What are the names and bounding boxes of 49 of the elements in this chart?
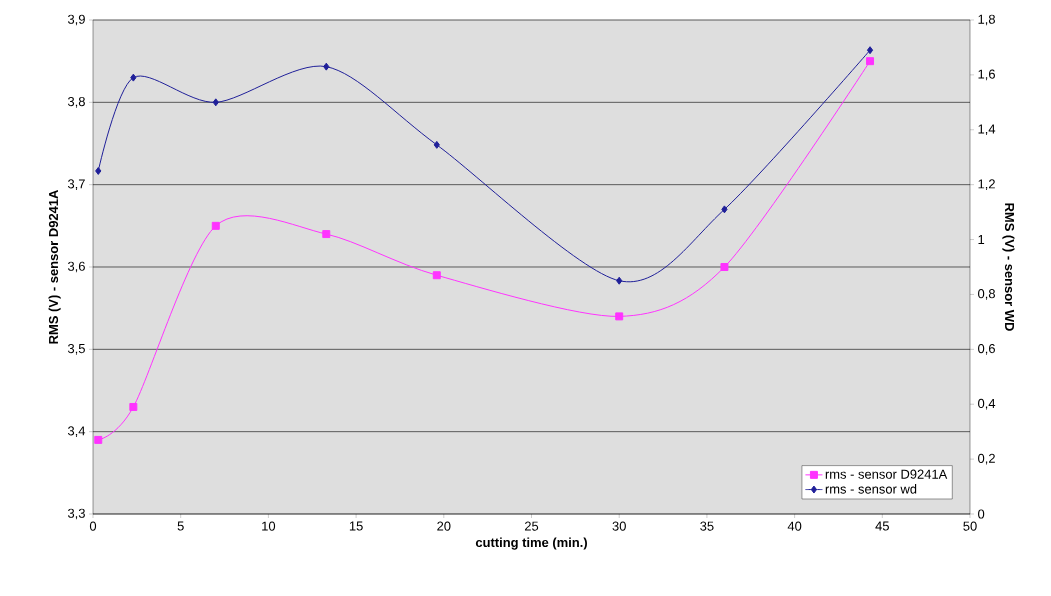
y2-tick-label: 0	[978, 509, 985, 519]
x-tick-label: 40	[787, 521, 802, 531]
x-tick-label: 0	[89, 521, 97, 531]
y2-tick-label: 0,2	[978, 453, 995, 465]
y-tick-label: 3,8	[67, 96, 85, 108]
y2-tick-label: 0,4	[978, 398, 996, 410]
y-tick-label: 3,6	[67, 261, 85, 273]
y-tick-label: 3,7	[67, 179, 85, 191]
point	[615, 312, 624, 321]
y2-tick-label: 1,4	[978, 124, 996, 136]
x-tick-label: 35	[700, 521, 714, 531]
y-axis-title: RMS (V) - sensor D9241A	[48, 189, 61, 344]
legend-label: rms - sensor D9241A	[825, 469, 948, 479]
x-tick-label: 5	[177, 521, 184, 531]
y-tick-label: 3,5	[67, 343, 85, 355]
point	[95, 166, 102, 175]
x-tick-label: 20	[437, 521, 451, 531]
point	[721, 205, 728, 214]
x-tick-label: 25	[524, 521, 539, 531]
y2-tick-label: 0,8	[978, 289, 995, 300]
x-tick-label: 45	[875, 521, 889, 531]
point	[212, 98, 219, 107]
point	[720, 263, 729, 271]
x-tick-label: 15	[349, 521, 363, 531]
y2-tick-label: 0,6	[978, 343, 995, 355]
x-tick-label: 50	[963, 521, 977, 531]
point	[130, 73, 137, 82]
point	[432, 271, 441, 280]
point	[129, 402, 138, 411]
x-tick-label: 30	[612, 521, 626, 531]
legend-label: rms - sensor wd	[825, 484, 917, 494]
point	[94, 435, 103, 444]
y-tick-label: 3,4	[67, 426, 86, 438]
point	[866, 46, 874, 55]
point	[866, 57, 875, 66]
y2-tick-label: 1	[978, 235, 985, 245]
x-axis-title: cutting time (min.)	[475, 537, 587, 550]
x-tick-label: 10	[262, 521, 276, 531]
point	[211, 221, 220, 230]
point	[323, 62, 330, 71]
point	[433, 140, 440, 149]
y2-axis-title: RMS (V) - sensor WD	[1002, 203, 1015, 331]
point	[322, 230, 331, 239]
y-tick-label: 3,9	[67, 14, 85, 26]
y2-tick-label: 1,6	[978, 69, 995, 81]
y-tick-label: 3,3	[67, 508, 85, 520]
point	[616, 276, 623, 285]
y2-tick-label: 1,8	[978, 14, 995, 26]
y2-tick-label: 1,2	[978, 179, 995, 191]
